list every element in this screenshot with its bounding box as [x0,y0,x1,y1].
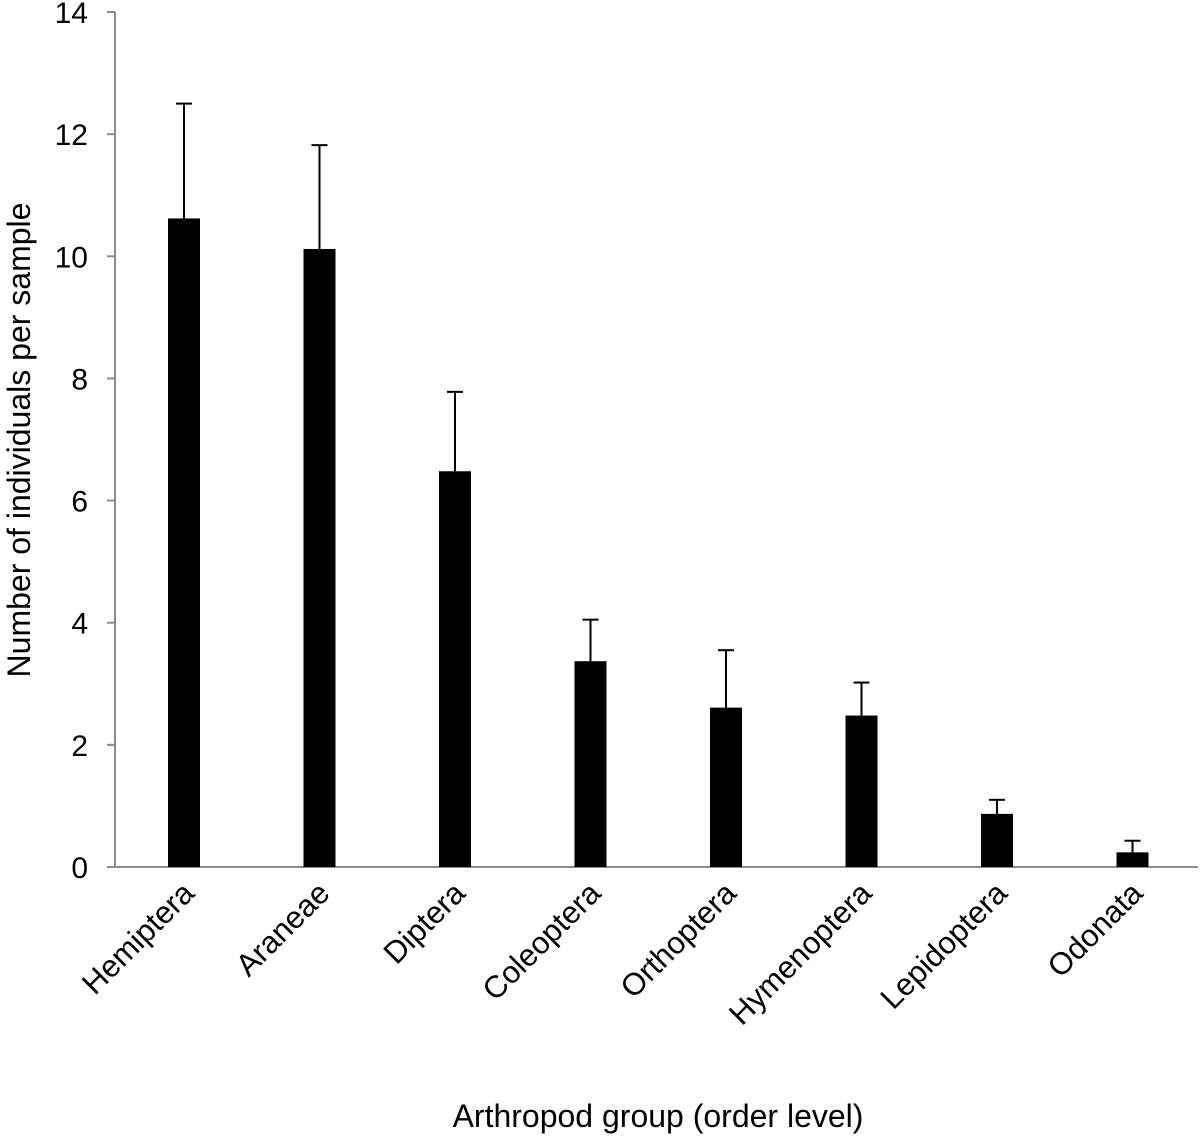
x-tick-label-hemiptera: Hemiptera [75,875,201,1001]
x-tick-label-diptera: Diptera [377,875,473,971]
bar-coleoptera [574,661,607,867]
y-tick-label: 8 [71,363,88,396]
y-tick-label: 0 [71,852,88,885]
bar-diptera [439,471,471,867]
x-tick-label-hymenoptera: Hymenoptera [722,875,879,1032]
axes [107,11,1198,868]
bar-lepidoptera [981,813,1013,867]
y-tick-label: 6 [71,486,88,519]
bar-araneae [303,248,336,867]
error-bars [176,102,1141,853]
y-tick-label: 14 [55,0,88,30]
bar-orthoptera [710,707,742,867]
x-axis-title: Arthropod group (order level) [453,1098,864,1134]
y-tick-labels: 0 2 4 6 8 10 12 14 [55,0,88,885]
x-tick-label-lepidoptera: Lepidoptera [873,875,1014,1016]
x-tick-label-araneae: Araneae [229,875,337,983]
bar-hemiptera [168,218,200,867]
x-tick-label-odonata: Odonata [1041,875,1150,984]
y-tick-label: 2 [71,730,88,763]
bar-odonata [1116,852,1149,867]
y-axis-title: Number of individuals per sample [1,203,37,678]
bars [168,218,1149,867]
x-tick-label-coleoptera: Coleoptera [475,875,608,1008]
x-tick-label-orthoptera: Orthoptera [613,875,743,1005]
y-tick-label: 12 [55,119,88,152]
y-tick-label: 4 [71,608,88,641]
y-tick-label: 10 [55,241,88,274]
x-tick-labels: Hemiptera Araneae Diptera Coleoptera Orthopt… [75,875,1150,1032]
bar-hymenoptera [845,715,878,867]
